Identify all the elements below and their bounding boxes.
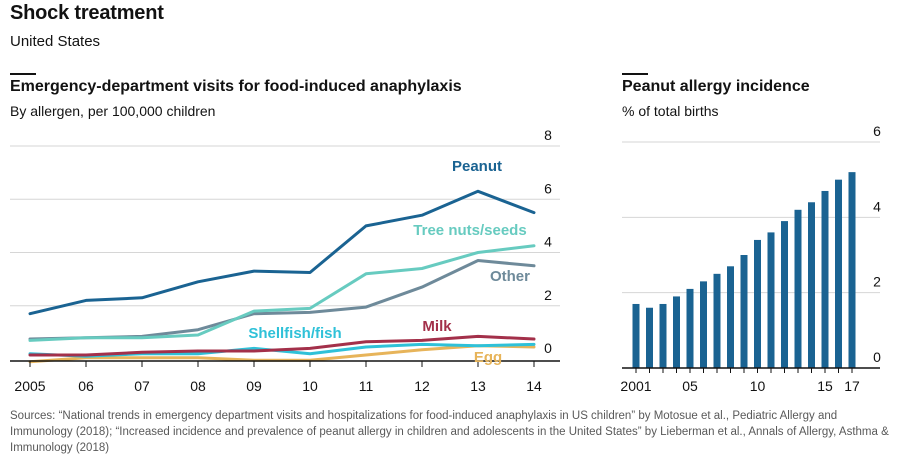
series-label: Other: [490, 268, 530, 285]
bar: [727, 266, 734, 368]
x-tick-label: 11: [359, 378, 374, 394]
series-label: Milk: [422, 318, 452, 335]
x-tick-label: 10: [302, 378, 318, 394]
line-chart: 0 2 4 6 8 2005 06 07 08 09 10 11 12 13 14 Peanut Tree nu…: [10, 127, 560, 394]
y-tick-label: 4: [544, 234, 552, 250]
x-tick-label: 13: [470, 378, 486, 394]
bar: [767, 232, 775, 368]
x-tick-label: 12: [414, 378, 430, 394]
series-label: Peanut: [452, 158, 502, 175]
x-tick-label: 15: [817, 378, 833, 394]
right-panel-rule: [622, 73, 648, 75]
bar: [646, 307, 653, 368]
bar: [686, 288, 694, 368]
sources-note: Sources: “National trends in emergency d…: [10, 410, 889, 454]
bar: [794, 209, 802, 368]
bar: [673, 296, 680, 368]
y-tick-label: 4: [873, 198, 881, 214]
y-tick-label: 6: [873, 123, 881, 139]
series-line-tree-nuts-seeds: [28, 244, 536, 342]
right-panel-subtitle: % of total births: [622, 103, 719, 119]
bar: [632, 303, 640, 368]
bar: [713, 273, 721, 368]
y-tick-label: 8: [544, 127, 552, 143]
left-panel-rule: [10, 73, 36, 75]
chart-subtitle: United States: [10, 33, 101, 50]
x-tick-label: 06: [78, 378, 94, 394]
series-line-peanut: [28, 189, 536, 316]
left-panel-title: Emergency-department visits for food-ind…: [10, 78, 462, 95]
x-tick-label: 07: [134, 378, 150, 394]
x-tick-label: 17: [844, 378, 860, 394]
y-tick-label: 6: [544, 180, 552, 196]
bar: [700, 281, 707, 368]
left-panel-subtitle: By allergen, per 100,000 children: [10, 103, 216, 119]
x-tick-label: 09: [246, 378, 262, 394]
x-tick-label: 2005: [14, 378, 45, 394]
x-tick-label: 08: [190, 378, 206, 394]
bar: [848, 172, 856, 368]
y-tick-label: 2: [873, 274, 881, 290]
bar: [740, 255, 748, 368]
series-line-milk: [28, 334, 536, 357]
right-panel-title: Peanut allergy incidence: [622, 78, 810, 95]
bar: [781, 221, 788, 368]
x-tick-label: 05: [682, 378, 698, 394]
y-tick-label: 0: [873, 349, 881, 365]
series-label: Tree nuts/seeds: [413, 222, 526, 239]
bar: [821, 190, 829, 368]
bar: [808, 202, 815, 368]
bar-chart: 0 2 4 6 2001 05 10 15 17: [620, 123, 881, 394]
chart-title: Shock treatment: [10, 2, 164, 24]
x-tick-label: 14: [526, 378, 542, 394]
x-tick-label: 10: [750, 378, 766, 394]
bar: [659, 303, 667, 368]
y-tick-label: 0: [544, 340, 552, 356]
bar: [754, 239, 761, 368]
series-label: Shellfish/fish: [248, 325, 341, 342]
series-label: Egg: [474, 349, 502, 366]
y-tick-label: 2: [544, 287, 552, 303]
bar: [835, 179, 842, 368]
x-tick-label: 2001: [620, 378, 651, 394]
